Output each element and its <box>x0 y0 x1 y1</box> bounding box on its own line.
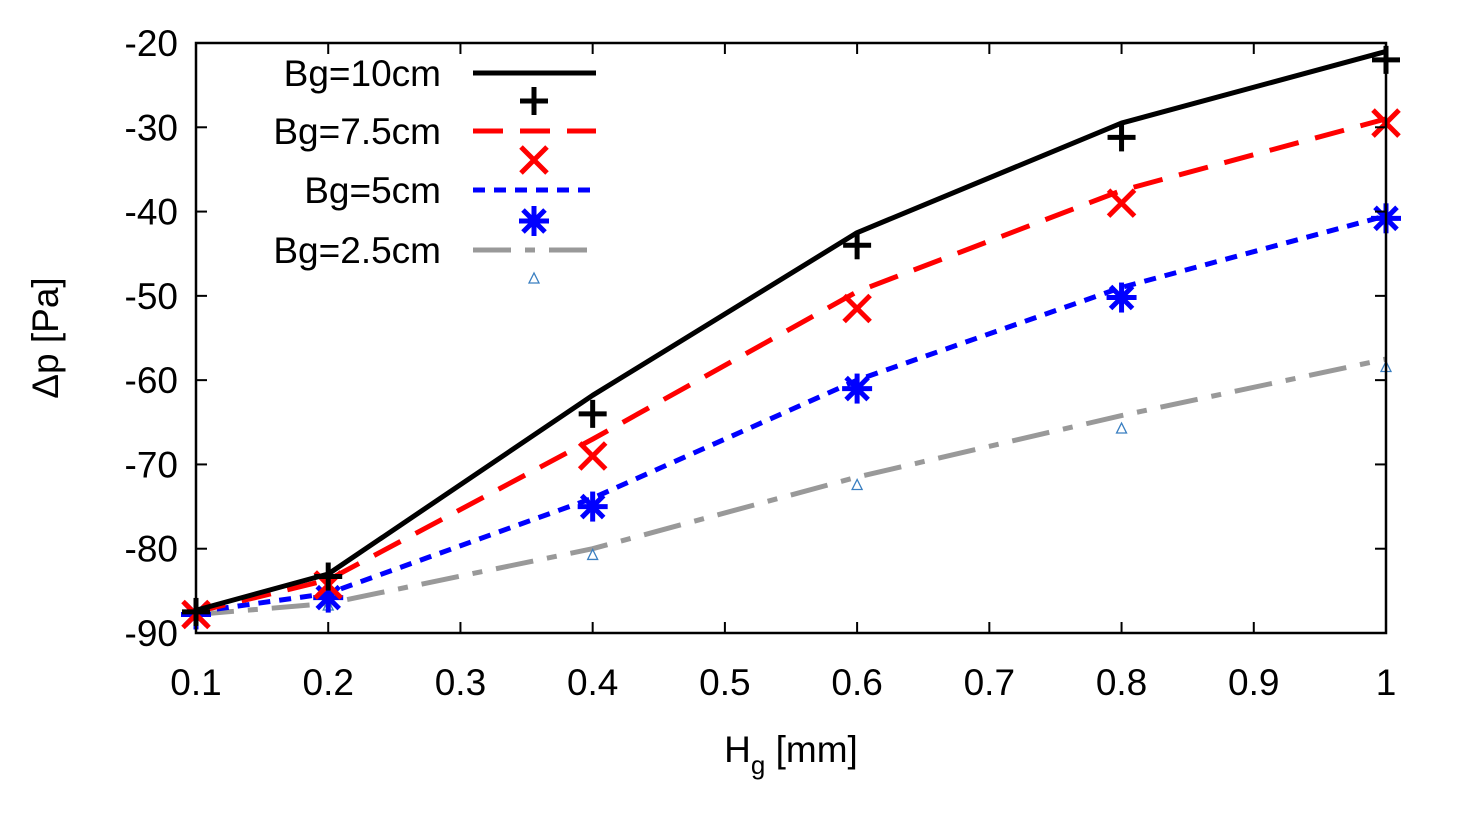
legend-entry: Bg=7.5cm <box>273 111 596 175</box>
x-axis-label-main: H <box>724 729 751 770</box>
x-tick-label: 0.5 <box>699 662 750 703</box>
x-tick-label: 0.3 <box>435 662 486 703</box>
series-line <box>195 213 1387 615</box>
legend-label: Bg=2.5cm <box>273 230 441 271</box>
y-tick-label: -20 <box>125 23 178 64</box>
data-point-marker <box>1115 421 1128 434</box>
data-point-marker <box>578 399 607 428</box>
legend: Bg=10cm Bg=7.5cm Bg=5cm Bg=2.5cm <box>273 53 596 284</box>
y-tick-label: -80 <box>125 529 178 570</box>
legend-marker <box>527 271 541 284</box>
x-axis-label-unit: [mm] <box>765 729 857 770</box>
data-point-marker <box>851 478 864 491</box>
y-tick-label: -60 <box>125 360 178 401</box>
y-tick-label: -30 <box>125 107 178 148</box>
x-tick-label: 0.1 <box>170 662 221 703</box>
x-tick-label: 0.9 <box>1228 662 1279 703</box>
x-tick-label: 0.2 <box>303 662 354 703</box>
axis-layer: 0.1 0.2 0.3 0.4 0.5 0.6 0.7 0.8 0.9 1 -90 -80 -70 -60… <box>125 23 1397 703</box>
series-line <box>195 356 1387 617</box>
legend-label: Bg=7.5cm <box>273 111 441 152</box>
data-point-marker <box>1106 188 1137 218</box>
y-tick-label: -70 <box>125 444 178 485</box>
data-point-marker <box>314 562 343 591</box>
legend-label: Bg=10cm <box>284 53 441 94</box>
y-tick-label: -90 <box>125 613 178 654</box>
data-point-marker <box>577 491 608 522</box>
legend-label: Bg=5cm <box>304 170 441 211</box>
x-axis-label: Hg [mm] <box>724 729 858 780</box>
y-tick-label: -40 <box>125 192 178 233</box>
data-point-marker <box>843 231 872 260</box>
legend-entry: Bg=2.5cm <box>273 230 596 284</box>
x-tick-label: 0.8 <box>1096 662 1147 703</box>
x-tick-label: 1 <box>1376 662 1397 703</box>
legend-entry: Bg=5cm <box>304 170 596 236</box>
legend-entry: Bg=10cm <box>284 53 596 115</box>
series-line <box>195 49 1387 613</box>
data-point-marker <box>1106 282 1137 313</box>
x-tick-label: 0.6 <box>831 662 882 703</box>
y-tick-label: -50 <box>125 276 178 317</box>
x-tick-label: 0.7 <box>964 662 1015 703</box>
data-point-marker <box>1107 123 1136 152</box>
x-axis-label-subscript: g <box>751 750 765 780</box>
data-point-marker <box>842 373 873 404</box>
legend-marker <box>520 87 548 115</box>
data-point-marker <box>842 293 872 324</box>
plot-frame <box>194 41 1388 635</box>
series-line <box>195 116 1387 615</box>
legend-marker <box>519 206 549 236</box>
x-tick-label: 0.4 <box>567 662 618 703</box>
data-point-marker <box>577 441 608 471</box>
y-axis-label: Δp [Pa] <box>25 277 66 398</box>
data-point-marker <box>586 548 599 561</box>
legend-marker <box>519 145 549 175</box>
